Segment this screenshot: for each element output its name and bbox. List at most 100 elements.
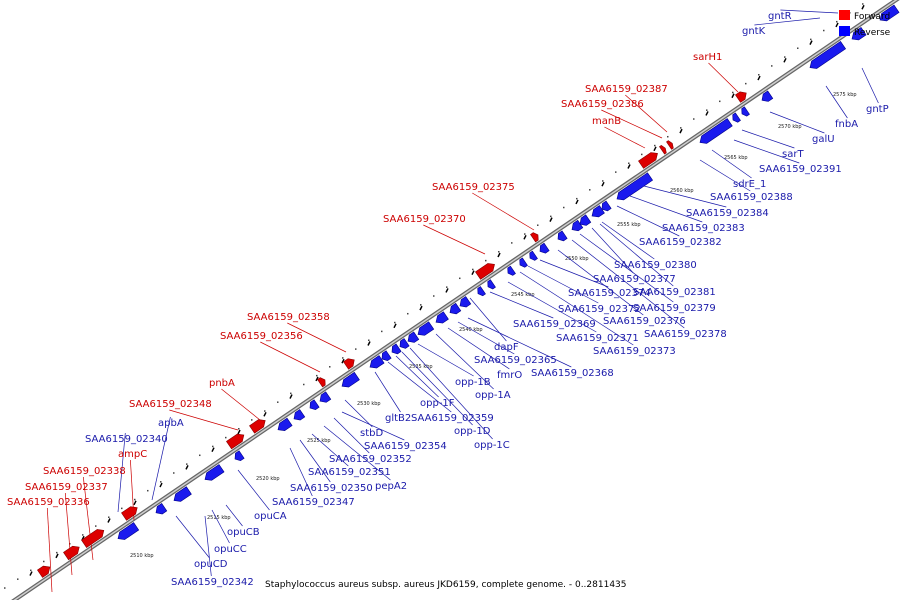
forward-gene-label: SAA6159_02337 [25, 482, 108, 493]
gene-shape [317, 377, 326, 388]
forward-leader-line [708, 62, 739, 93]
gene-shape [659, 145, 667, 155]
reverse-gene-arrow [761, 90, 774, 102]
reverse-gene-label: opuCB [227, 527, 260, 538]
strand-dot [433, 295, 435, 297]
reverse-leader-line [741, 129, 795, 149]
gene-shape [293, 409, 306, 421]
reverse-leader-line [447, 327, 510, 370]
tick-mark [809, 40, 813, 45]
kbp-label: 2570 kbp [778, 124, 802, 130]
tick-mark [497, 252, 501, 258]
gene-shape [309, 399, 320, 411]
gene-shape [343, 358, 355, 370]
reverse-gene-arrow [699, 118, 733, 144]
strand-dot [550, 215, 552, 218]
reverse-gene-label: sarT [782, 149, 804, 160]
gene-shape [234, 450, 245, 462]
strand-dot [342, 357, 344, 359]
tick-mark [549, 217, 553, 222]
strand-dot [823, 29, 825, 32]
forward-leader-line [46, 507, 53, 593]
strand-dot [56, 551, 58, 554]
gene-shape [699, 118, 733, 144]
reverse-gene-label: SAA6159_02373 [593, 346, 676, 357]
strand-dot [147, 489, 149, 492]
strand-dot [485, 259, 487, 262]
reverse-gene-label: opp-1C [474, 440, 510, 451]
strand-dot [719, 100, 721, 103]
reverse-gene-label: sdrE_1 [733, 179, 766, 190]
strand-dot [602, 180, 604, 182]
reverse-gene-arrow [601, 200, 612, 212]
gene-shape [851, 27, 867, 41]
reverse-leader-line [204, 515, 212, 577]
legend-reverse-swatch [839, 26, 850, 36]
gene-shape [37, 565, 51, 578]
reverse-gene-arrow [529, 250, 538, 261]
gene-shape [571, 219, 584, 232]
strand-dot [407, 312, 409, 315]
reverse-leader-line [225, 504, 243, 527]
tick-mark [133, 500, 137, 506]
reverse-leader-line [601, 221, 655, 260]
reverse-gene-arrow [173, 486, 192, 502]
reverse-gene-label: opuCA [254, 511, 287, 522]
tick-mark [419, 305, 423, 311]
forward-gene-arrow [659, 145, 667, 155]
forward-gene-arrow [37, 565, 51, 578]
reverse-leader-line [780, 9, 839, 14]
strand-dot [303, 383, 305, 386]
reverse-leader-line [825, 85, 848, 119]
forward-gene-arrow [638, 152, 658, 169]
kbp-label: 2560 kbp [670, 188, 694, 194]
reverse-leader-line [699, 159, 751, 192]
gene-shape [475, 263, 495, 280]
reverse-leader-line [769, 111, 825, 134]
tick-mark [835, 22, 839, 28]
gene-shape [417, 321, 435, 336]
reverse-gene-arrow [204, 464, 225, 481]
forward-gene-arrow [475, 263, 495, 280]
strand-dot [771, 65, 773, 67]
reverse-leader-line [527, 265, 599, 304]
gene-shape [809, 40, 847, 69]
kbp-label: 2510 kbp [130, 553, 154, 559]
forward-leader-line [287, 322, 347, 353]
reverse-gene-arrow [539, 242, 550, 254]
reverse-leader-line [711, 149, 752, 179]
reverse-leader-line [151, 416, 171, 501]
tick-mark [315, 376, 319, 382]
kbp-label: 2565 kbp [724, 155, 748, 161]
forward-gene-label: pnbA [209, 378, 235, 389]
gene-shape [529, 250, 538, 261]
reverse-gene-arrow [487, 279, 496, 290]
reverse-gene-arrow [851, 27, 867, 41]
forward-gene-arrow [666, 140, 674, 150]
strand-dot [563, 206, 565, 209]
gene-shape [477, 286, 486, 297]
reverse-gene-arrow [341, 371, 360, 388]
gene-shape [341, 371, 360, 388]
strand-dot [654, 144, 656, 147]
gene-leader-lines [46, 9, 879, 593]
reverse-gene-arrow [616, 172, 654, 201]
gene-shape [530, 232, 539, 243]
reverse-gene-arrow [579, 214, 592, 226]
reverse-leader-line [323, 425, 391, 481]
forward-leader-line [82, 476, 94, 561]
gene-shape [741, 106, 750, 117]
gene-shape [732, 112, 741, 123]
reverse-leader-line [175, 515, 210, 559]
tick-mark [861, 4, 865, 10]
reverse-gene-label: SAA6159_02340 [85, 434, 168, 445]
gene-shape [487, 279, 496, 290]
reverse-leader-line [467, 317, 572, 368]
strand-dot [589, 189, 591, 191]
tick-mark [679, 128, 683, 134]
forward-leader-line [260, 341, 321, 373]
gene-shape [459, 296, 472, 308]
reverse-gene-label: opp-1F [420, 398, 455, 409]
reverse-gene-arrow [381, 350, 392, 361]
reverse-gene-label: SAA6159_02381 [633, 287, 716, 298]
